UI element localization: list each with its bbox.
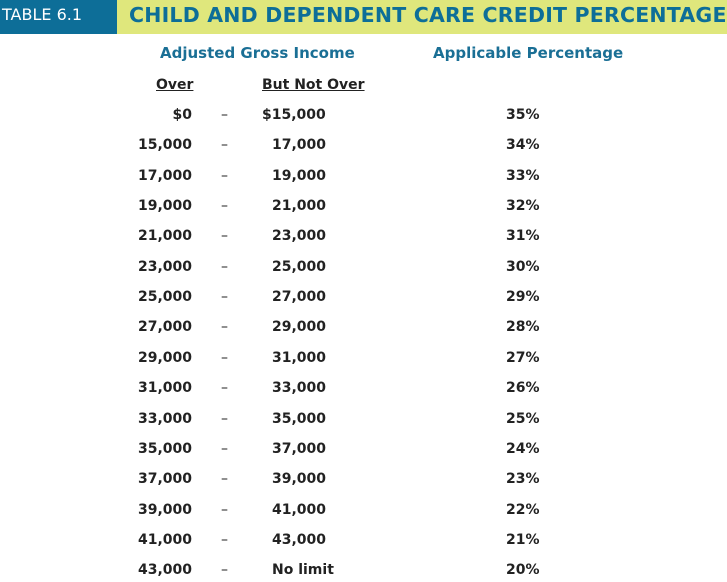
percentage-cell: 26% [506,380,540,397]
range-dash: – [221,289,228,306]
range-dash: – [221,228,228,245]
but-not-over-cell: 29,000 [272,319,327,336]
percentage-cell: 21% [506,531,540,548]
title-bar: CHILD AND DEPENDENT CARE CREDIT PERCENTA… [117,0,727,34]
percentage-cell: 24% [506,440,540,457]
over-cell: 43,000 [137,562,192,579]
range-dash: – [221,501,228,518]
range-dash: – [221,137,228,154]
over-cell: 17,000 [137,167,192,184]
over-cell: 35,000 [137,440,192,457]
range-dash: – [221,258,228,275]
percentage-cell: 30% [506,258,540,275]
percentage-cell: 29% [506,289,540,306]
range-dash: – [221,198,228,215]
over-cell: 19,000 [137,198,192,215]
table-header: TABLE 6.1 CHILD AND DEPENDENT CARE CREDI… [0,0,727,34]
percentage-cell: 27% [506,349,540,366]
range-dash: – [221,380,228,397]
table-row: 17,000 – 19,000 33% [0,168,727,188]
range-dash: – [221,531,228,548]
table-row: 31,000 – 33,000 26% [0,380,727,400]
percentage-cell: 35% [506,107,540,123]
but-not-over-cell: 39,000 [272,471,327,488]
over-column-header: Over [156,77,194,93]
but-not-over-cell: 31,000 [272,349,327,366]
range-dash: – [221,410,228,427]
but-not-over-cell: 17,000 [272,137,327,154]
but-not-over-cell: 35,000 [272,410,327,427]
over-cell: 15,000 [137,137,192,154]
table-row: 39,000 – 41,000 22% [0,502,727,522]
over-cell: 27,000 [137,319,192,336]
over-cell: 23,000 [137,258,192,275]
over-cell: 33,000 [137,410,192,427]
over-cell: 25,000 [137,289,192,306]
but-not-over-cell: 41,000 [272,501,327,518]
range-dash: – [221,440,228,457]
table-row: 23,000 – 25,000 30% [0,259,727,279]
range-dash: – [221,107,228,123]
range-dash: – [221,349,228,366]
range-dash: – [221,167,228,184]
agi-group-header: Adjusted Gross Income [160,44,355,62]
table-row: 29,000 – 31,000 27% [0,350,727,370]
percentage-cell: 34% [506,137,540,154]
table-row: 35,000 – 37,000 24% [0,441,727,461]
over-cell: 37,000 [137,471,192,488]
range-dash: – [221,562,228,579]
over-cell: 29,000 [137,349,192,366]
but-not-over-cell: No limit [272,562,334,579]
table-row: 41,000 – 43,000 21% [0,532,727,552]
but-not-over-cell: 19,000 [272,167,327,184]
percentage-cell: 25% [506,410,540,427]
percentage-cell: 32% [506,198,540,215]
but-not-over-cell: 21,000 [272,198,327,215]
table-row: 21,000 – 23,000 31% [0,228,727,248]
percentage-cell: 23% [506,471,540,488]
table-row: $0 – $15,000 35% [0,107,727,127]
percentage-group-header: Applicable Percentage [433,44,624,62]
but-not-over-cell: 37,000 [272,440,327,457]
table-title: CHILD AND DEPENDENT CARE CREDIT PERCENTA… [129,3,727,27]
percentage-cell: 20% [506,562,540,579]
table-row: 15,000 – 17,000 34% [0,137,727,157]
percentage-cell: 31% [506,228,540,245]
table-number-label: TABLE 6.1 [0,0,117,34]
table-row: 33,000 – 35,000 25% [0,411,727,431]
percentage-cell: 33% [506,167,540,184]
over-cell: $0 [172,107,192,123]
table-row: 27,000 – 29,000 28% [0,319,727,339]
over-cell: 39,000 [137,501,192,518]
but-not-over-cell: 43,000 [272,531,327,548]
but-not-over-cell: 23,000 [272,228,327,245]
over-cell: 41,000 [137,531,192,548]
table-row: 25,000 – 27,000 29% [0,289,727,309]
percentage-cell: 22% [506,501,540,518]
table-row: 19,000 – 21,000 32% [0,198,727,218]
percentage-cell: 28% [506,319,540,336]
but-not-over-cell: 33,000 [272,380,327,397]
over-cell: 31,000 [137,380,192,397]
range-dash: – [221,319,228,336]
but-not-over-cell: $15,000 [262,107,326,123]
but-not-over-column-header: But Not Over [262,77,365,93]
over-cell: 21,000 [137,228,192,245]
table-row: 37,000 – 39,000 23% [0,471,727,491]
range-dash: – [221,471,228,488]
but-not-over-cell: 27,000 [272,289,327,306]
but-not-over-cell: 25,000 [272,258,327,275]
table-row: 43,000 – No limit 20% [0,562,727,582]
